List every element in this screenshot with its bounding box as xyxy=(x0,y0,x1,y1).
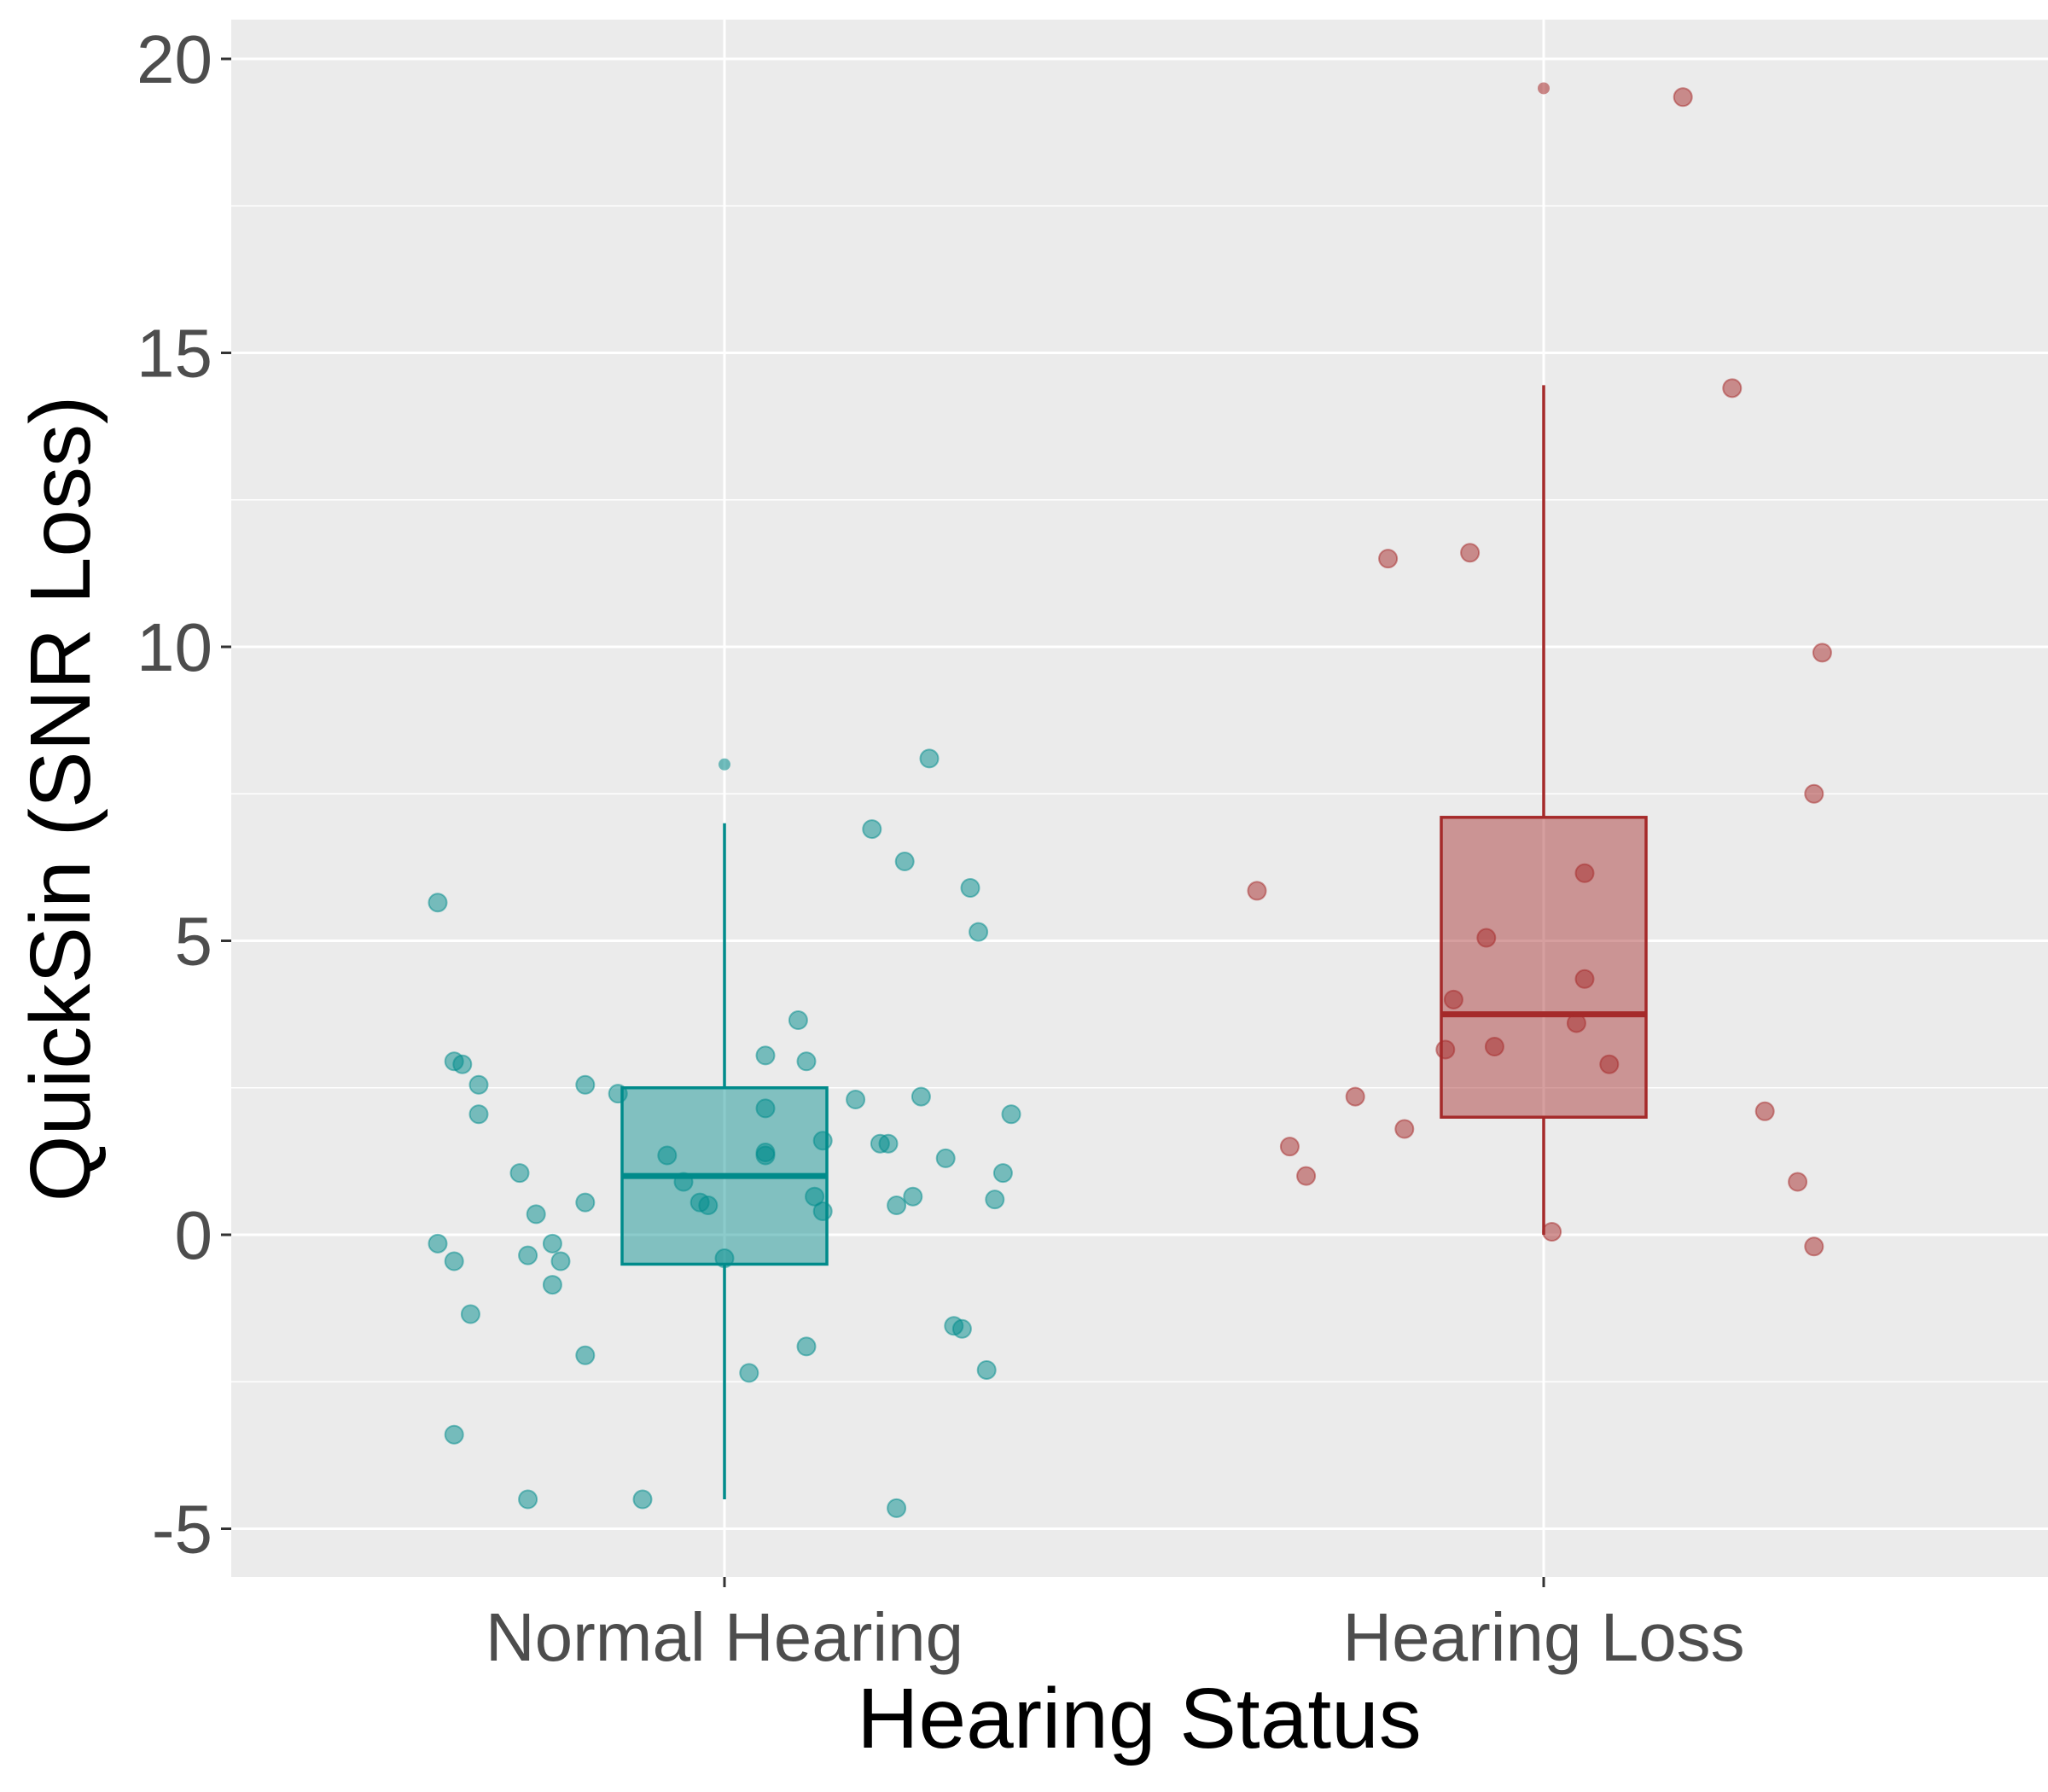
data-point xyxy=(739,1363,759,1383)
data-point xyxy=(1574,863,1595,883)
data-point xyxy=(960,877,980,898)
data-point xyxy=(1788,1172,1808,1192)
data-point xyxy=(1460,543,1481,563)
data-point xyxy=(1599,1054,1620,1074)
data-point xyxy=(1296,1166,1317,1186)
data-point xyxy=(805,1186,825,1207)
data-point xyxy=(1673,87,1693,108)
data-point xyxy=(518,1245,538,1265)
outlier-point xyxy=(1538,82,1550,95)
data-point xyxy=(452,1054,473,1074)
jitter-points xyxy=(428,87,1832,1518)
data-point xyxy=(1394,1119,1415,1139)
data-point xyxy=(846,1090,866,1110)
x-axis-title: Hearing Status xyxy=(857,1671,1421,1766)
data-point xyxy=(887,1498,907,1518)
data-point xyxy=(1574,969,1595,989)
data-point xyxy=(1279,1137,1300,1157)
data-point xyxy=(1378,549,1399,569)
data-point xyxy=(935,1148,956,1168)
data-point xyxy=(468,1104,489,1125)
data-point xyxy=(969,922,989,942)
outlier-point xyxy=(719,758,730,771)
data-point xyxy=(1345,1086,1365,1107)
data-point xyxy=(714,1248,735,1269)
data-point xyxy=(542,1275,562,1295)
data-point xyxy=(812,1131,833,1151)
data-point xyxy=(575,1345,596,1365)
y-tick-label: 10 xyxy=(137,609,212,685)
y-tick-label: -5 xyxy=(152,1492,212,1568)
data-point xyxy=(1804,783,1824,804)
data-point xyxy=(1804,1236,1824,1257)
iqr-box xyxy=(1440,816,1648,1119)
data-point xyxy=(755,1145,776,1166)
data-point xyxy=(919,748,940,769)
data-point xyxy=(812,1201,833,1221)
data-point xyxy=(911,1086,931,1107)
y-tick-label: 15 xyxy=(137,316,212,392)
data-point xyxy=(1247,881,1267,901)
data-point xyxy=(903,1186,923,1207)
data-point xyxy=(1542,1222,1562,1242)
data-point xyxy=(550,1251,571,1271)
data-point xyxy=(992,1163,1013,1184)
data-point xyxy=(1435,1039,1456,1060)
axis-ticks: -5 0 5 10 15 20 Normal Hearing Hearing Loss xyxy=(137,21,1745,1675)
y-tick-label: 5 xyxy=(175,904,213,980)
data-point xyxy=(951,1318,972,1339)
data-point xyxy=(985,1190,1005,1210)
data-point xyxy=(608,1084,628,1104)
y-tick-label: 20 xyxy=(137,21,212,97)
data-point xyxy=(755,1098,776,1119)
data-point xyxy=(788,1010,808,1031)
data-point xyxy=(862,819,882,840)
data-point xyxy=(673,1172,694,1192)
data-point xyxy=(575,1074,596,1095)
y-tick-label: 0 xyxy=(175,1197,213,1273)
data-point xyxy=(575,1192,596,1213)
data-point xyxy=(1476,928,1497,948)
data-point xyxy=(1484,1037,1504,1057)
data-point xyxy=(1001,1104,1021,1125)
data-point xyxy=(632,1489,653,1510)
data-point xyxy=(509,1163,530,1184)
data-point xyxy=(428,1233,448,1254)
x-tick-label: Normal Hearing xyxy=(486,1599,963,1675)
data-point xyxy=(526,1204,546,1225)
data-point xyxy=(1443,989,1463,1009)
panel-background xyxy=(231,20,2048,1577)
data-point xyxy=(755,1045,776,1066)
data-point xyxy=(878,1133,899,1154)
data-point xyxy=(428,893,448,913)
y-axis-title: QuickSin (SNR Loss) xyxy=(13,396,108,1202)
data-point xyxy=(796,1336,817,1357)
data-point xyxy=(1722,378,1743,399)
data-point xyxy=(468,1074,489,1095)
data-point xyxy=(460,1304,480,1324)
data-point xyxy=(444,1424,464,1445)
data-point xyxy=(976,1359,997,1380)
data-point xyxy=(657,1145,678,1166)
x-tick-label: Hearing Loss xyxy=(1342,1599,1744,1675)
data-point xyxy=(444,1251,464,1271)
data-point xyxy=(1812,643,1832,663)
data-point xyxy=(796,1051,817,1072)
data-point xyxy=(518,1489,538,1510)
data-point xyxy=(698,1196,719,1216)
data-point xyxy=(887,1196,907,1216)
data-point xyxy=(894,851,915,871)
data-point xyxy=(542,1233,562,1254)
data-point xyxy=(1754,1101,1775,1121)
data-point xyxy=(1566,1013,1586,1033)
